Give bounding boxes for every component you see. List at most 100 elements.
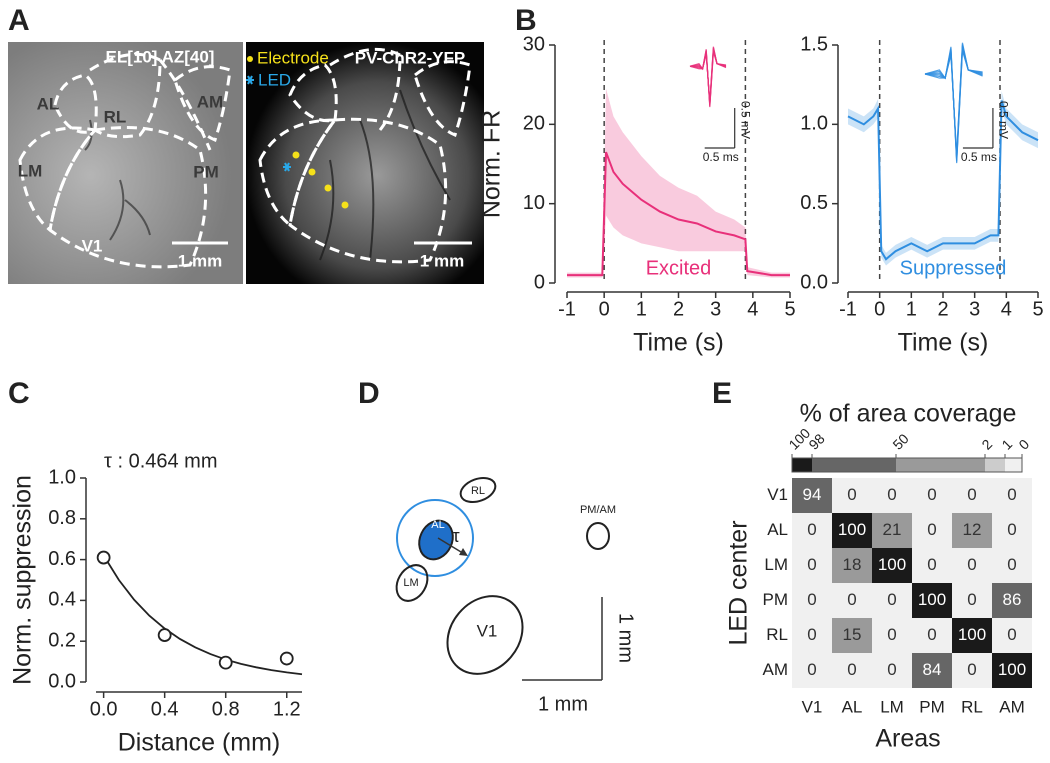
y-axis-label: LED center xyxy=(725,520,753,645)
error-band xyxy=(567,88,790,278)
scale-label: 0.5 mV xyxy=(739,101,753,139)
line xyxy=(567,151,790,277)
heatmap-cell xyxy=(952,618,992,653)
area-label: AM xyxy=(197,92,223,111)
cell-label: 100 xyxy=(918,590,946,609)
y-tick-label: 30 xyxy=(523,33,545,55)
area-label: AL xyxy=(431,519,444,531)
vessels xyxy=(84,89,451,261)
heatmap-cell xyxy=(952,513,992,548)
scale-label: 1 mm xyxy=(420,251,464,270)
y-tick-label: PM xyxy=(763,590,789,609)
electrode-bullet xyxy=(247,56,253,62)
heatmap-cell xyxy=(952,478,992,513)
area-label: RL xyxy=(471,485,485,497)
area-outlines xyxy=(18,47,472,269)
cell-label: 0 xyxy=(1007,555,1016,574)
y-tick-label: 0 xyxy=(534,271,545,293)
cell-label: 0 xyxy=(1007,520,1016,539)
cell-label: 0 xyxy=(927,555,936,574)
heatmap-cell xyxy=(912,653,952,688)
cell-label: 100 xyxy=(838,520,866,539)
heatmap-cell xyxy=(912,478,952,513)
x-axis-label: Areas xyxy=(875,725,940,753)
led-position xyxy=(283,162,291,172)
cell-label: 0 xyxy=(927,485,936,504)
point xyxy=(157,628,172,642)
x-tick-label: 4 xyxy=(1001,298,1012,320)
heatmap-cell xyxy=(912,513,952,548)
cell-label: 0 xyxy=(847,485,856,504)
heatmap-cell xyxy=(792,513,832,548)
area-rl xyxy=(459,476,497,504)
heatmap-cell xyxy=(952,653,992,688)
x-tick-label: 5 xyxy=(784,298,795,320)
x-tick-label: 0.8 xyxy=(212,698,240,720)
x-tick-label: 1.2 xyxy=(273,698,301,720)
y-tick-label: 0.5 xyxy=(800,192,828,214)
colorbar-segment xyxy=(1005,458,1022,472)
area-label: PM/AM xyxy=(580,504,616,516)
cell-label: 0 xyxy=(847,660,856,679)
heatmap-cell xyxy=(832,478,872,513)
annotation: Excited xyxy=(646,257,712,279)
y-axis-label: Norm. FR xyxy=(478,110,506,218)
area-label: LM xyxy=(403,577,418,589)
heatmap-cell xyxy=(872,478,912,513)
cell-label: 100 xyxy=(998,660,1026,679)
x-tick-label: 0.0 xyxy=(90,698,118,720)
y-tick-label: 10 xyxy=(523,192,545,214)
area-label: LM xyxy=(18,161,43,180)
heatmap-cell xyxy=(912,548,952,583)
cell-label: 0 xyxy=(927,520,936,539)
x-tick-label: 0.4 xyxy=(151,698,179,720)
cell-label: 0 xyxy=(807,625,816,644)
x-tick-label: 5 xyxy=(1032,298,1043,320)
x-tick-label: 3 xyxy=(969,298,980,320)
point xyxy=(218,655,233,670)
panel-label: C xyxy=(8,377,30,410)
colorbar-tick-label: 1 xyxy=(998,436,1015,453)
led-field xyxy=(396,499,474,577)
area-al xyxy=(418,519,454,561)
area-label: AL xyxy=(37,94,60,113)
heatmap-cell xyxy=(792,653,832,688)
electrode-sites xyxy=(292,151,349,209)
y-tick-label: 0.4 xyxy=(48,589,76,611)
panel-label: E xyxy=(712,377,732,410)
x-tick-label: RL xyxy=(961,697,983,716)
colorbar-tick-label: 0 xyxy=(1015,436,1032,453)
scale-label: 0.5 ms xyxy=(961,150,997,164)
point xyxy=(96,550,111,565)
scale-label: 1 mm xyxy=(615,613,637,663)
tau-arrowhead xyxy=(459,548,468,556)
colorbar-segment xyxy=(792,458,812,472)
colorbar-tick-label: 2 xyxy=(978,436,995,453)
scale-label: 0.5 ms xyxy=(703,150,739,164)
y-tick-label: 20 xyxy=(523,113,545,135)
heatmap-cell xyxy=(992,653,1032,688)
area-v1 xyxy=(446,595,524,675)
area-label: V1 xyxy=(82,236,103,255)
x-tick-label: 4 xyxy=(747,298,758,320)
heatmap-cell xyxy=(992,548,1032,583)
colorbar-segment xyxy=(985,458,1005,472)
x-tick-label: AL xyxy=(842,697,863,716)
legend-electrode: Electrode xyxy=(257,48,329,67)
waveform xyxy=(689,49,727,108)
cell-label: 15 xyxy=(843,625,862,644)
cell-label: 0 xyxy=(847,590,856,609)
y-tick-label: AL xyxy=(767,520,788,539)
heatmap-cell xyxy=(952,548,992,583)
panel-label: A xyxy=(8,4,30,37)
scale-label: 0.5 mV xyxy=(997,101,1011,139)
x-tick-label: 2 xyxy=(937,298,948,320)
cell-label: 12 xyxy=(963,520,982,539)
waveform xyxy=(924,46,983,164)
cell-label: 0 xyxy=(887,625,896,644)
y-tick-label: V1 xyxy=(767,485,788,504)
cell-label: 0 xyxy=(807,520,816,539)
annotation: Suppressed xyxy=(900,257,1007,279)
x-tick-label: 0 xyxy=(874,298,885,320)
